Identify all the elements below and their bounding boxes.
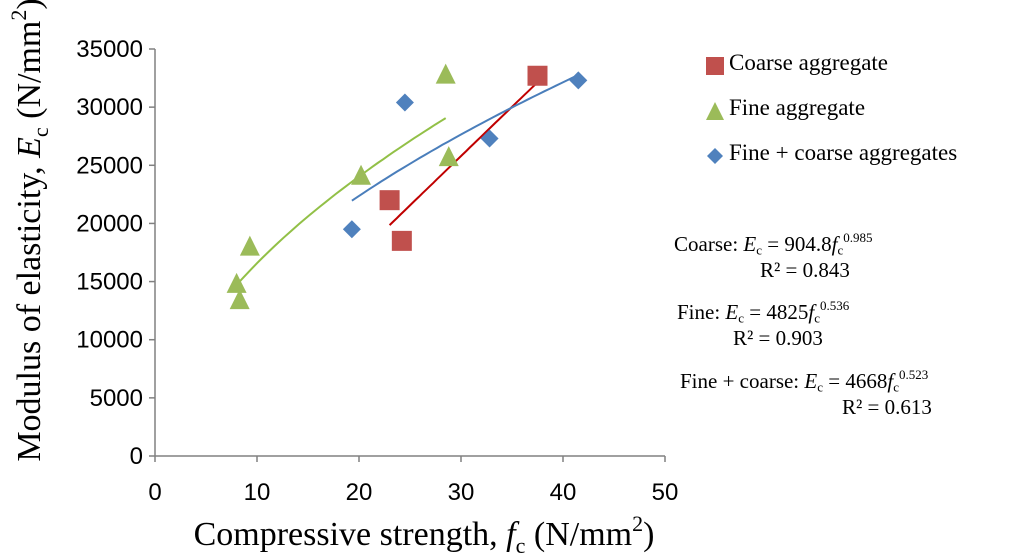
y-axis-title-prefix: Modulus of elasticity,: [11, 158, 48, 462]
legend-label-fine-coarse: Fine + coarse aggregates: [729, 140, 958, 165]
diamond-marker-icon: [707, 148, 723, 164]
data-point-coarse: [391, 230, 412, 251]
data-point-fine: [435, 63, 456, 84]
y-axis-title-close: ): [11, 0, 48, 10]
x-axis-title-sub: c: [516, 533, 526, 558]
eq-fine-coarse-label: Fine + coarse:: [680, 369, 805, 394]
eq-fine-var: E: [725, 300, 739, 325]
eq-fine-coarse-base: f: [887, 369, 894, 394]
eq-fine-coef: = 4825: [744, 300, 809, 325]
y-axis-title-unit: (N/mm: [11, 21, 48, 128]
equation-fine: Fine: Ec = 4825fc0.536 R² = 0.903: [677, 298, 849, 351]
data-point-fine-coarse: [480, 129, 499, 148]
triangle-marker-icon: [706, 102, 724, 120]
eq-coarse-r2: R² = 0.843: [760, 258, 850, 283]
data-point-coarse: [379, 190, 400, 211]
legend-label-fine: Fine aggregate: [729, 95, 866, 120]
eq-coarse-var: E: [743, 232, 757, 257]
y-axis-title-sup: 2: [6, 10, 31, 21]
x-tick-label: 0: [148, 479, 161, 506]
eq-coarse-base: f: [831, 232, 838, 257]
x-axis-title: Compressive strength, fc (N/mm2): [194, 511, 655, 558]
data-point-fine-coarse: [395, 93, 414, 112]
eq-fine-coarse-exp: 0.523: [898, 367, 929, 382]
eq-coarse-sub: c: [756, 242, 763, 258]
data-point-coarse: [527, 65, 548, 86]
x-axis-title-close: ): [643, 516, 654, 553]
equation-coarse: Coarse: Ec = 904.8fc0.985 R² = 0.843: [674, 230, 873, 283]
y-tick-label: 10000: [76, 327, 143, 354]
y-tick-label: 25000: [76, 152, 143, 179]
data-point-fine: [351, 164, 372, 185]
eq-fine-r2: R² = 0.903: [733, 326, 823, 351]
eq-fine-sub: c: [738, 310, 745, 326]
axes: [154, 49, 665, 457]
y-tick-label: 20000: [76, 210, 143, 237]
x-tick-label: 20: [346, 479, 373, 506]
y-tick-label: 15000: [76, 269, 143, 296]
data-point-fine: [229, 289, 250, 310]
y-tick-label: 5000: [90, 385, 143, 412]
trendline-fine: [235, 117, 447, 286]
data-point-fine: [239, 235, 260, 256]
eq-fine-coarse-r2: R² = 0.613: [842, 395, 932, 420]
eq-coarse-base-sub: c: [837, 242, 844, 258]
x-axis-title-unit: (N/mm: [525, 516, 632, 553]
legend-label-coarse: Coarse aggregate: [729, 50, 889, 75]
equation-fine-coarse: Fine + coarse: Ec = 4668fc0.523 R² = 0.6…: [680, 367, 932, 420]
trendline-coarse: [388, 83, 537, 226]
eq-coarse-exp: 0.985: [843, 230, 873, 245]
x-axis-title-sup: 2: [632, 511, 643, 536]
x-tick-label: 40: [550, 479, 577, 506]
data-point-fine: [226, 272, 247, 293]
eq-coarse-label: Coarse:: [674, 232, 744, 257]
eq-fine-exp: 0.536: [820, 298, 850, 313]
y-tick-label: 30000: [76, 94, 143, 121]
eq-fine-base: f: [808, 300, 815, 325]
x-tick-label: 50: [652, 479, 679, 506]
trendline-fine-coarse: [351, 74, 579, 202]
data-point-fine-coarse: [569, 71, 588, 90]
eq-fine-coarse-sub: c: [817, 379, 823, 395]
eq-fine-coarse-coef: = 4668: [823, 369, 888, 394]
eq-fine-base-sub: c: [814, 310, 820, 326]
x-tick-label: 10: [244, 479, 271, 506]
square-marker-icon: [706, 57, 724, 75]
y-axis-title: Modulus of elasticity, Ec (N/mm2): [6, 0, 53, 462]
y-axis-title-sub: c: [28, 127, 53, 137]
y-tick-label: 0: [130, 443, 143, 470]
x-tick-label: 30: [448, 479, 475, 506]
y-axis-title-var: E: [11, 137, 48, 159]
eq-fine-label: Fine:: [677, 300, 726, 325]
data-point-fine: [438, 146, 459, 167]
y-tick-label: 35000: [76, 36, 143, 63]
eq-fine-coarse-var: E: [804, 369, 818, 394]
eq-fine-coarse-base-sub: c: [893, 379, 899, 395]
data-point-fine-coarse: [342, 220, 361, 239]
x-axis-title-prefix: Compressive strength,: [194, 516, 507, 553]
eq-coarse-coef: = 904.8: [762, 232, 832, 257]
